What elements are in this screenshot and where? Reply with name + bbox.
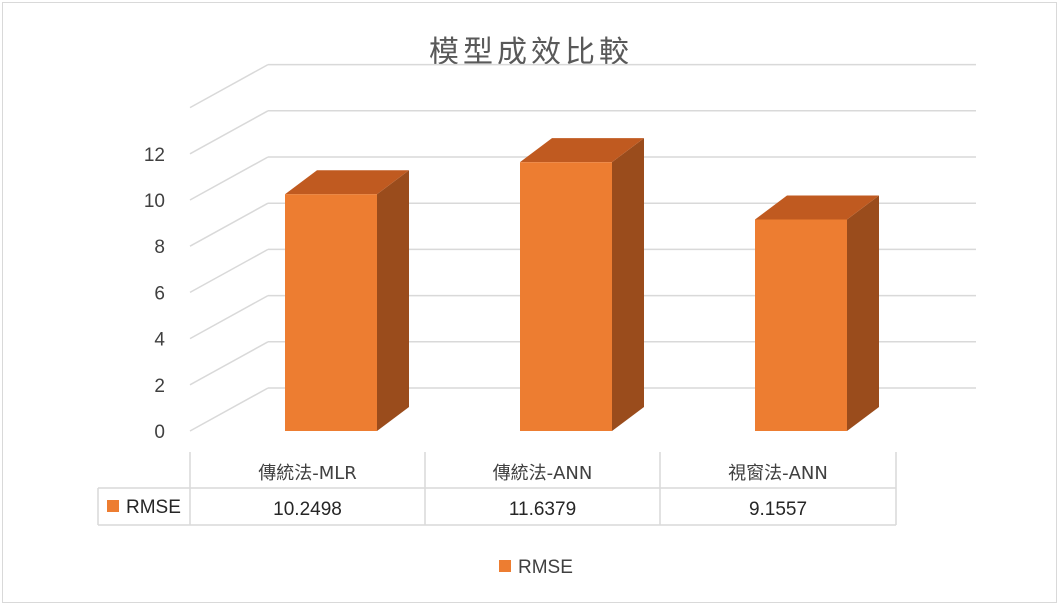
data-label: 9.1557 [749, 499, 807, 520]
y-axis-ticks: 0 2 4 6 8 10 12 [144, 145, 166, 443]
bar-top [285, 170, 409, 195]
x-category-label: 傳統法-MLR [258, 463, 357, 484]
bar-front [285, 194, 377, 431]
bar-front [755, 219, 847, 431]
y-tick-label: 2 [154, 376, 165, 397]
legend-label: RMSE [518, 557, 573, 578]
bar-side [377, 170, 409, 431]
data-label: 10.2498 [273, 499, 342, 520]
data-label: 11.6379 [509, 499, 576, 520]
legend: RMSE [499, 557, 573, 578]
table-series-name: RMSE [126, 497, 181, 518]
y-tick-label: 12 [144, 145, 165, 166]
bar-1 [520, 138, 644, 432]
bar-side [612, 138, 644, 432]
bar-2 [755, 195, 879, 431]
y-tick-label: 0 [154, 422, 165, 443]
table-legend-key [107, 500, 119, 512]
x-category-label: 傳統法-ANN [493, 463, 593, 484]
bar-top [520, 138, 644, 163]
bar-top [755, 195, 879, 220]
side-gridline-top [189, 63, 269, 109]
side-gridline-0 [189, 387, 269, 432]
side-gridline-8 [189, 202, 269, 247]
bar-side [847, 195, 879, 431]
side-gridline-12 [189, 110, 269, 155]
y-tick-label: 4 [154, 330, 165, 351]
bar-0 [285, 170, 409, 431]
data-table: 傳統法-MLR 10.2498 傳統法-ANN 11.6379 視窗法-ANN 9.155… [97, 452, 897, 526]
side-gridline-2 [189, 341, 269, 386]
x-category-label: 視窗法-ANN [728, 463, 828, 484]
side-gridline-10 [189, 156, 269, 201]
side-gridline-6 [189, 248, 269, 294]
bar-front [520, 162, 612, 432]
side-gridline-4 [189, 294, 269, 340]
y-tick-label: 6 [154, 283, 165, 304]
bars [285, 138, 879, 432]
y-tick-label: 8 [154, 237, 165, 258]
y-tick-label: 10 [144, 191, 165, 212]
legend-key [499, 560, 511, 572]
